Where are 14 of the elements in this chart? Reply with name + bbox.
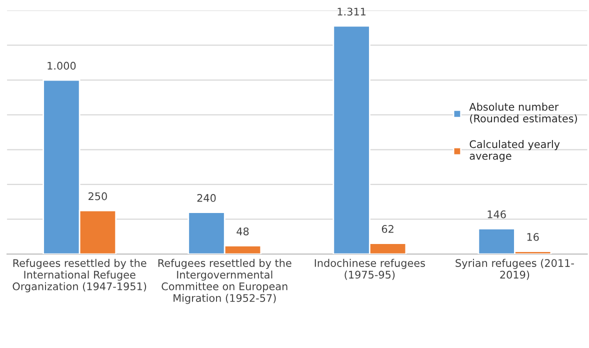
- data-label: 62: [382, 225, 394, 233]
- data-label: 16: [527, 233, 539, 241]
- data-label: 250: [88, 192, 107, 200]
- x-tick-label: Indochinese refugees (1975-95): [314, 258, 425, 280]
- legend-label: Calculated yearly average: [470, 140, 560, 162]
- x-tick-label: Refugees resettled by the Intergovernmental Committee on European Migration (1952-57): [158, 258, 292, 304]
- data-label: 1.000: [48, 62, 76, 70]
- legend-label: Absolute number (Rounded estimates): [469, 102, 577, 124]
- data-label: 240: [197, 194, 216, 202]
- data-label: 48: [236, 227, 249, 236]
- x-tick-label: Syrian refugees (2011- 2019): [456, 258, 574, 280]
- data-label: 1.311: [338, 8, 366, 16]
- x-tick-label: Refugees resettled by the International Refugee Organization (1947-1951): [12, 258, 146, 292]
- data-label: 146: [488, 210, 506, 218]
